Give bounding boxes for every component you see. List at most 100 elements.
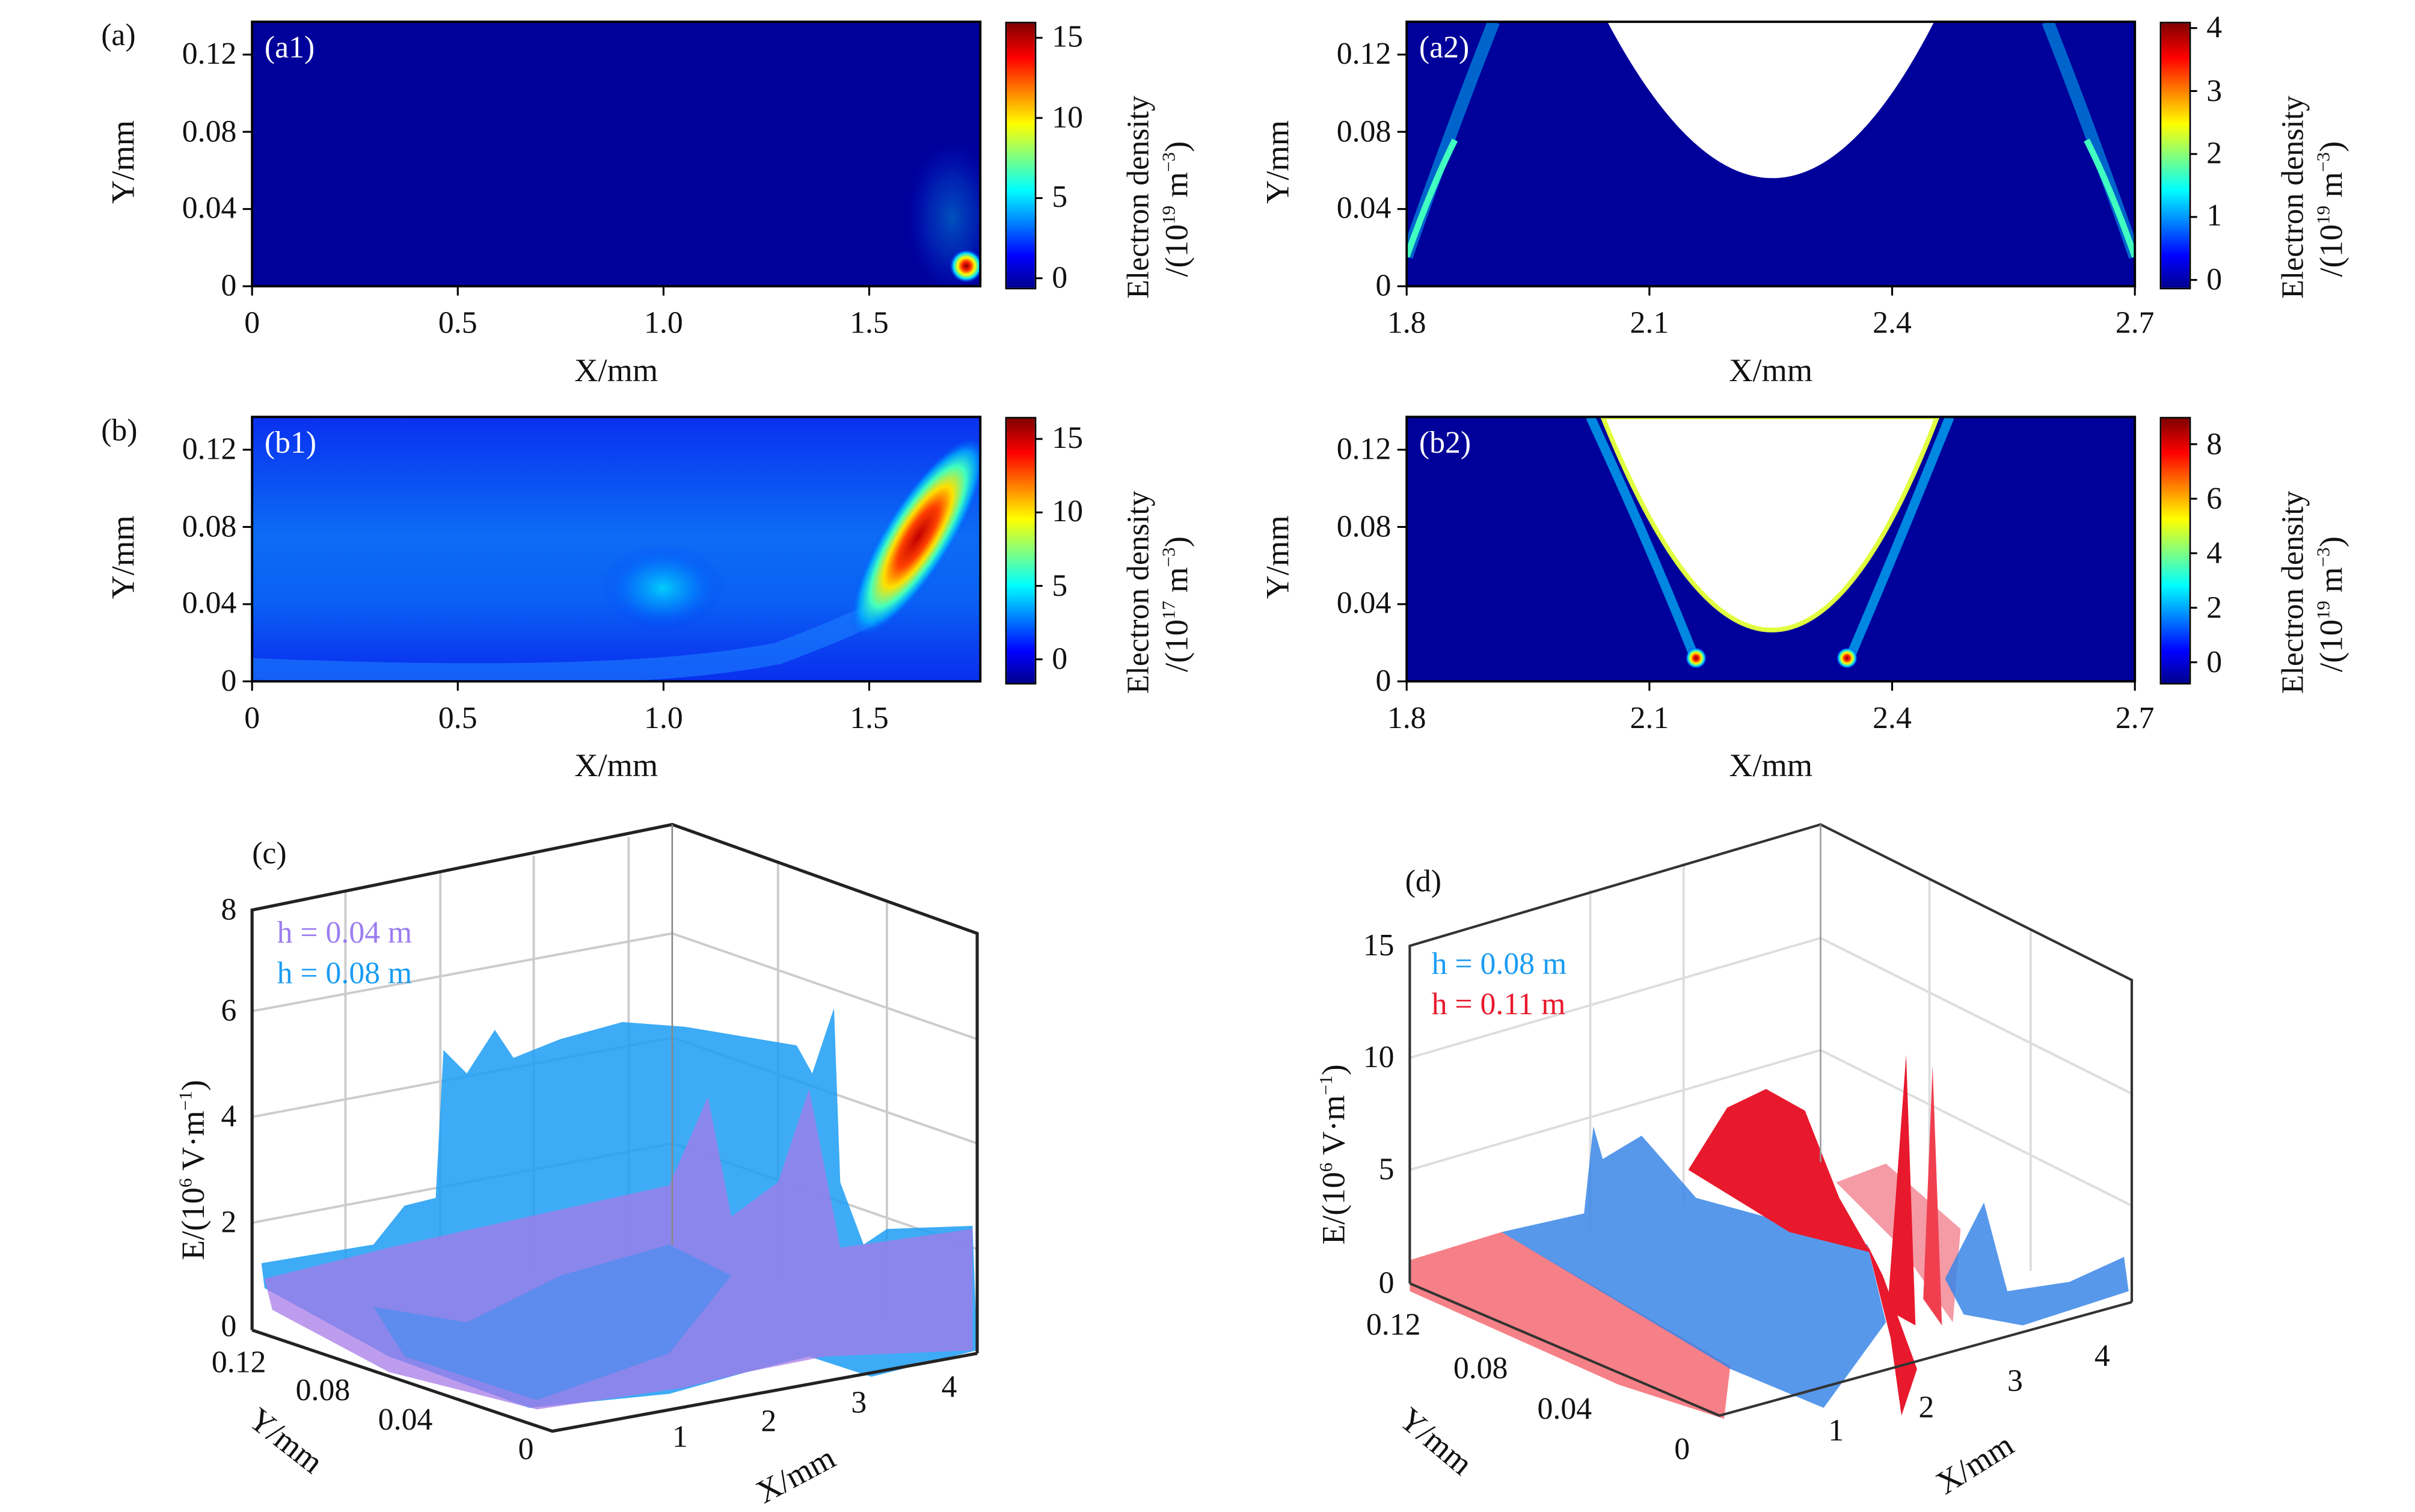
- superscript: 6: [1315, 1162, 1337, 1172]
- colorbar-tick-label: 1: [2206, 200, 2223, 234]
- panel-label: (d): [1405, 865, 1441, 899]
- superscript: 17: [1158, 601, 1180, 620]
- colorbar-tick-label: 3: [2206, 73, 2223, 108]
- label-part: ): [174, 1080, 212, 1091]
- superscript: −3: [1158, 152, 1180, 173]
- y-tick-label: 0.12: [182, 37, 237, 72]
- surface-d: [1408, 823, 2134, 1419]
- y-axis-label: Y/mm: [104, 515, 142, 599]
- colorbar-tick-label: 10: [1052, 495, 1083, 530]
- heatmap-b2: [1407, 417, 2135, 682]
- y-tick-label: 0.12: [182, 432, 237, 467]
- x-axis-label: X/mm: [1729, 747, 1813, 785]
- label-part: m: [1158, 567, 1195, 601]
- colorbar-tick-label: 4: [2206, 11, 2223, 46]
- z-axis-label: E/(106 V·m−1): [1315, 1064, 1354, 1244]
- z-tick-label: 8: [221, 893, 237, 928]
- y-tick-label: 0: [221, 269, 237, 304]
- x-tick-label: 3: [2007, 1364, 2023, 1399]
- x-tick-label: 2.4: [1873, 702, 1912, 736]
- colorbar-tick-label: 5: [1052, 569, 1068, 603]
- x-tick-label: 4: [2094, 1339, 2110, 1374]
- y-tick-label: 0.04: [1336, 587, 1392, 622]
- superscript: −1: [174, 1091, 197, 1111]
- inset-panel-label: (b1): [264, 426, 317, 461]
- colorbar-tick-label: 2: [2206, 590, 2223, 625]
- z-tick-label: 4: [221, 1100, 237, 1134]
- z-tick-label: 15: [1363, 928, 1395, 963]
- y-tick-label: 0: [1375, 664, 1392, 699]
- y-tick-label: 0.08: [1336, 510, 1392, 544]
- colorbar: [2159, 22, 2191, 290]
- label-part: ): [2312, 141, 2350, 153]
- y-axis-label: Y/mm: [1259, 120, 1296, 204]
- colorbar-tick-label: 5: [1052, 181, 1068, 215]
- colorbar-unit: /(1019 m−3): [2312, 536, 2351, 672]
- label-part: ): [1158, 536, 1195, 548]
- x-axis-label: X/mm: [574, 351, 658, 389]
- y-tick-label: 0.08: [295, 1373, 351, 1408]
- colorbar: [1005, 22, 1037, 290]
- x-tick-label: 0: [244, 306, 260, 341]
- colorbar-tick-label: 4: [2206, 536, 2223, 571]
- heatmap-b1: [252, 417, 981, 682]
- colorbar-tick-label: 6: [2206, 482, 2223, 516]
- colorbar-title: Electron density: [1122, 96, 1156, 299]
- label-part: m: [2312, 172, 2350, 206]
- x-tick-label: 1.8: [1387, 702, 1426, 736]
- y-axis-label: Y/mm: [1259, 515, 1296, 599]
- panel-label: (a): [101, 19, 136, 53]
- y-tick-label: 0.12: [211, 1345, 266, 1380]
- y-tick-label: 0.04: [1336, 192, 1392, 227]
- y-tick-label: 0: [1674, 1433, 1690, 1468]
- y-tick-label: 0.12: [1366, 1308, 1421, 1343]
- colorbar-tick-label: 0: [1052, 642, 1068, 677]
- y-tick-label: 0.08: [1453, 1351, 1508, 1386]
- x-tick-label: 0.5: [438, 702, 477, 736]
- colorbar-title: Electron density: [1122, 491, 1156, 694]
- x-axis-label: X/mm: [574, 747, 658, 785]
- x-tick-label: 2: [761, 1404, 777, 1439]
- z-tick-label: 0: [1378, 1266, 1395, 1301]
- x-tick-label: 0.5: [438, 306, 477, 341]
- heatmap-a2: [1407, 22, 2135, 287]
- label-part: ): [1315, 1064, 1352, 1076]
- x-tick-label: 2: [1918, 1391, 1935, 1425]
- y-axis-label: Y/mm: [104, 120, 142, 204]
- superscript: 19: [2312, 206, 2334, 225]
- colorbar-tick-label: 0: [1052, 261, 1068, 296]
- heatmap-frames: [251, 20, 2137, 683]
- colorbar-tick-label: 0: [2206, 263, 2223, 298]
- z-tick-label: 2: [221, 1205, 237, 1240]
- label-part: E/(10: [1315, 1172, 1352, 1245]
- x-tick-label: 2.4: [1873, 306, 1912, 341]
- superscript: −3: [2312, 152, 2334, 173]
- inset-panel-label: (b2): [1419, 426, 1471, 461]
- label-part: ): [1158, 141, 1195, 153]
- label-part: /(10: [1158, 224, 1195, 277]
- surface-c: [250, 822, 979, 1433]
- y-tick-label: 0.04: [378, 1403, 433, 1437]
- legend-entry: h = 0.08 m: [1431, 947, 1567, 982]
- colorbar: [1005, 417, 1037, 685]
- x-tick-label: 1.5: [850, 306, 889, 341]
- colorbar-title: Electron density: [2276, 491, 2311, 694]
- colorbar-tick-label: 10: [1052, 100, 1083, 135]
- label-part: /(10: [2312, 619, 2350, 672]
- superscript: 6: [174, 1178, 197, 1188]
- superscript: −3: [1158, 547, 1180, 568]
- panel-label: (b): [101, 414, 138, 448]
- colorbar-tick-label: 15: [1052, 421, 1083, 456]
- y-tick-label: 0.04: [1537, 1392, 1592, 1427]
- colorbar-tick-label: 2: [2206, 136, 2223, 171]
- heatmap-a1: [252, 22, 981, 287]
- legend-entry: h = 0.04 m: [277, 916, 413, 951]
- colorbar-title: Electron density: [2276, 96, 2311, 299]
- colorbar-unit: /(1017 m−3): [1158, 536, 1197, 672]
- y-tick-label: 0.12: [1336, 37, 1392, 72]
- y-tick-label: 0: [1375, 269, 1392, 304]
- inset-panel-label: (a2): [1419, 31, 1470, 66]
